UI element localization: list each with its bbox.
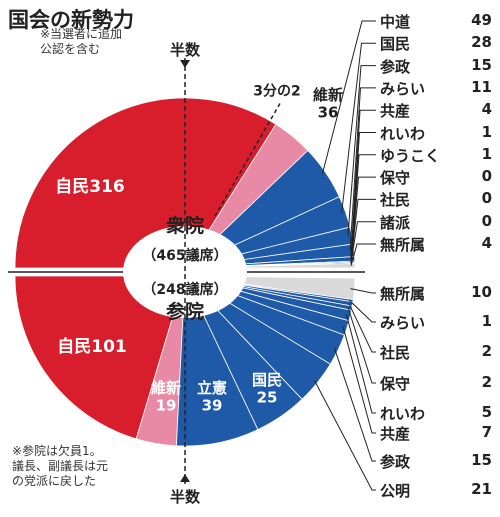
sangiin-legend-label: みらい <box>380 314 426 332</box>
center-disc <box>123 226 247 318</box>
sangiin-legend-label: れいわ <box>380 405 426 423</box>
sangiin-legend-value: 2 <box>481 373 492 391</box>
shugiin-legend-value: 49 <box>471 11 492 29</box>
shugiin-leader-line <box>349 87 376 251</box>
shugiin-legend-row: 社民 0 <box>380 189 492 209</box>
shugiin-legend-row: ゆうこく 1 <box>380 145 492 165</box>
shugiin-legend-label: 参政 <box>380 57 411 76</box>
half-arrow-top <box>180 60 190 68</box>
shugiin-legend-label: 国民 <box>380 35 411 54</box>
shugiin-legend-row: 国民 28 <box>380 33 492 53</box>
two-thirds-label: 3分の2 <box>253 84 300 100</box>
sangiin-legend-row: 共産 7 <box>380 423 492 443</box>
shugiin-legend-label: 共産 <box>380 102 411 121</box>
sangiin-legend-row: 社民 2 <box>380 342 492 362</box>
shugiin-legend-label: 保守 <box>380 169 411 188</box>
label-sangiin-kokumin: 国民 25 <box>252 371 282 406</box>
sangiin-legend-value: 2 <box>481 342 492 360</box>
sangiin-subtitle: （248議席） <box>142 281 227 298</box>
sangiin-legend-value: 5 <box>481 403 492 421</box>
shugiin-legend-row: 諸派 0 <box>380 212 492 232</box>
shugiin-leader-line <box>350 198 376 264</box>
sangiin-legend-label: 無所属 <box>380 285 426 303</box>
sangiin-legend-label: 参政 <box>380 453 411 471</box>
shugiin-legend-row: みらい 11 <box>380 78 492 98</box>
sangiin-legend-value: 21 <box>471 480 492 498</box>
note-bottom: ※参院は欠員1。 議長、副議長は元 の党派に戻した <box>12 444 109 488</box>
shugiin-title: 衆院 <box>166 214 204 237</box>
shugiin-legend-value: 28 <box>471 33 492 52</box>
shugiin-legend-row: 中道 49 <box>380 11 492 31</box>
shugiin-legend-row: 参政 15 <box>380 56 492 76</box>
note-top: ※当選者に追加 公認を含む <box>40 27 123 56</box>
sangiin-title: 参院 <box>166 300 204 323</box>
shugiin-legend-row: 保守 0 <box>380 167 492 187</box>
sangiin-legend-row: みらい 1 <box>380 312 492 332</box>
shugiin-leader-line <box>350 243 376 266</box>
sangiin-legend-value: 10 <box>471 283 492 301</box>
shugiin-legend-value: 4 <box>481 234 492 252</box>
label-shugiin-jimin: 自民316 <box>55 176 125 197</box>
sangiin-legend-label: 共産 <box>380 425 411 443</box>
shugiin-slice-自民 <box>14 97 277 269</box>
shugiin-legend-value: 11 <box>471 77 492 96</box>
shugiin-legend-value: 1 <box>481 144 492 163</box>
half-label-bottom: 半数 <box>170 488 201 506</box>
shugiin-leader-line <box>350 221 376 264</box>
sangiin-leader-line <box>313 379 376 491</box>
shugiin-leader-line <box>350 154 376 264</box>
two-thirds-line <box>214 101 282 217</box>
shugiin-legend-label: れいわ <box>380 124 426 143</box>
shugiin-legend-label: ゆうこく <box>380 146 441 165</box>
sangiin-legend-row: 無所属 10 <box>380 283 492 303</box>
shugiin-legend-label: 社民 <box>380 191 411 210</box>
shugiin-legend-row: 共産 4 <box>380 100 492 120</box>
sangiin-legend-row: 参政 15 <box>380 451 492 471</box>
sangiin-slice-自民 <box>14 275 186 440</box>
shugiin-legend-value: 1 <box>481 122 492 141</box>
label-sangiin-jimin: 自民101 <box>57 336 127 357</box>
sangiin-leader-line <box>348 299 376 323</box>
sangiin-leader-line <box>346 314 376 414</box>
shugiin-leader-line <box>350 109 376 260</box>
shugiin-legend-label: 中道 <box>380 13 411 31</box>
label-shugiin-ishin: 維新 36 <box>313 86 343 121</box>
sangiin-legend-row: 保守 2 <box>380 373 492 393</box>
shugiin-legend-value: 0 <box>481 167 492 186</box>
sangiin-leader-line <box>350 288 376 294</box>
shugiin-legend-label: 諸派 <box>380 213 411 232</box>
shugiin-leader-line <box>321 20 376 175</box>
sangiin-legend-label: 保守 <box>380 375 411 393</box>
sangiin-leader-line <box>342 326 376 434</box>
half-arrow-bottom <box>180 474 190 482</box>
sangiin-leader-line <box>348 302 376 353</box>
shugiin-legend-label: みらい <box>380 79 426 98</box>
shugiin-legend-value: 0 <box>481 211 492 230</box>
shugiin-subtitle: （465議席） <box>142 247 227 264</box>
label-sangiin-rikken: 立憲 39 <box>197 379 227 414</box>
shugiin-legend-row: れいわ 1 <box>380 123 492 143</box>
sangiin-legend-label: 社民 <box>380 344 411 362</box>
shugiin-legend-value: 0 <box>481 189 492 208</box>
chart-title: 国会の新勢力 <box>8 8 134 32</box>
sangiin-leader-line <box>347 307 376 384</box>
shugiin-legend-value: 15 <box>471 55 492 74</box>
shugiin-leader-line <box>350 176 376 264</box>
sangiin-legend-label: 公明 <box>380 482 411 500</box>
shugiin-legend-row: 無所属 4 <box>380 234 492 254</box>
sangiin-leader-line <box>334 348 376 462</box>
sangiin-legend-value: 1 <box>481 312 492 330</box>
shugiin-legend-label: 無所属 <box>380 236 426 254</box>
label-sangiin-ishin: 維新 19 <box>151 379 181 414</box>
sangiin-legend-row: れいわ 5 <box>380 403 492 423</box>
shugiin-leader-line <box>347 65 376 237</box>
sangiin-legend-row: 公明 21 <box>380 480 492 500</box>
sangiin-legend-value: 15 <box>471 451 492 469</box>
shugiin-leader-line <box>341 42 376 214</box>
half-label-top: 半数 <box>170 41 201 59</box>
sangiin-legend-value: 7 <box>481 423 492 441</box>
shugiin-legend-value: 4 <box>481 100 492 119</box>
